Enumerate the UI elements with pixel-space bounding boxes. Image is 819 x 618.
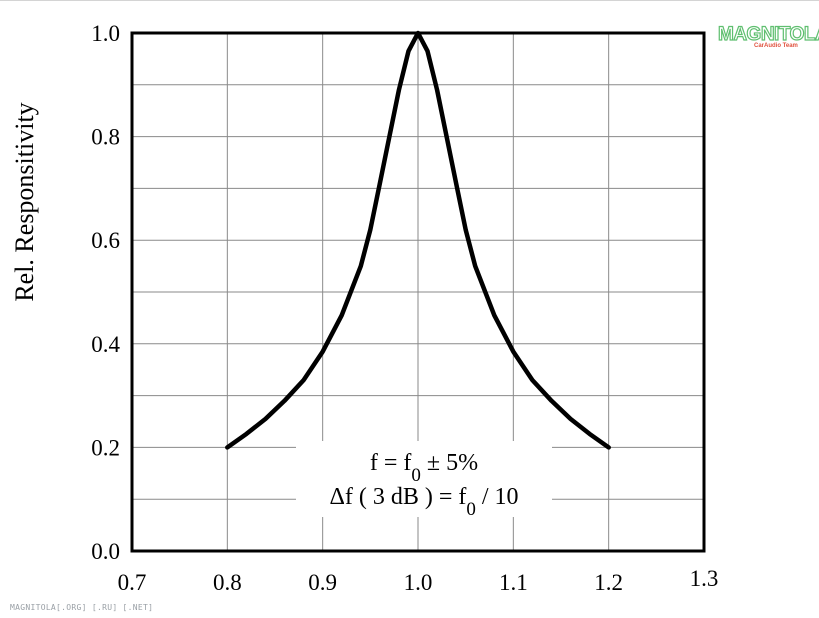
logo-text: MAGNITOLA [718, 24, 819, 45]
y-tick-labels: 0.0 0.2 0.4 0.6 0.8 1.0 [91, 21, 120, 564]
y-tick-label: 0.0 [91, 539, 120, 564]
grid-lines [132, 33, 704, 551]
y-tick-label: 0.6 [91, 228, 120, 253]
x-tick-labels: 0.7 0.8 0.9 1.0 1.1 1.2 1.3 [118, 566, 719, 595]
y-tick-label: 1.0 [91, 21, 120, 46]
top-border-line [0, 0, 819, 1]
x-tick-label: 0.8 [213, 570, 242, 595]
footer-watermark: MAGNITOLA[.ORG] [.RU] [.NET] [10, 603, 154, 612]
x-tick-label: 0.7 [118, 570, 147, 595]
logo-subtext: CarAudio Team [754, 43, 798, 49]
x-tick-label: 1.3 [690, 566, 719, 591]
annotation-background [296, 441, 552, 517]
x-tick-label: 1.0 [404, 570, 433, 595]
x-tick-label: 1.1 [499, 570, 528, 595]
x-tick-label: 0.9 [308, 570, 337, 595]
plot-frame [130, 31, 706, 553]
y-tick-label: 0.4 [91, 332, 120, 357]
y-tick-label: 0.2 [91, 435, 120, 460]
annotation-line-1: f = f0​ ± 5% [370, 450, 478, 486]
y-tick-label: 0.8 [91, 125, 120, 150]
magnitola-logo: MAGNITOLA CarAudio Team [717, 23, 819, 49]
annotation-line-2: Δf ( 3 dB ) = f0​ / 10 [329, 484, 518, 520]
y-axis-label: Rel. Responsitivity [10, 102, 39, 301]
x-tick-label: 1.2 [594, 570, 623, 595]
